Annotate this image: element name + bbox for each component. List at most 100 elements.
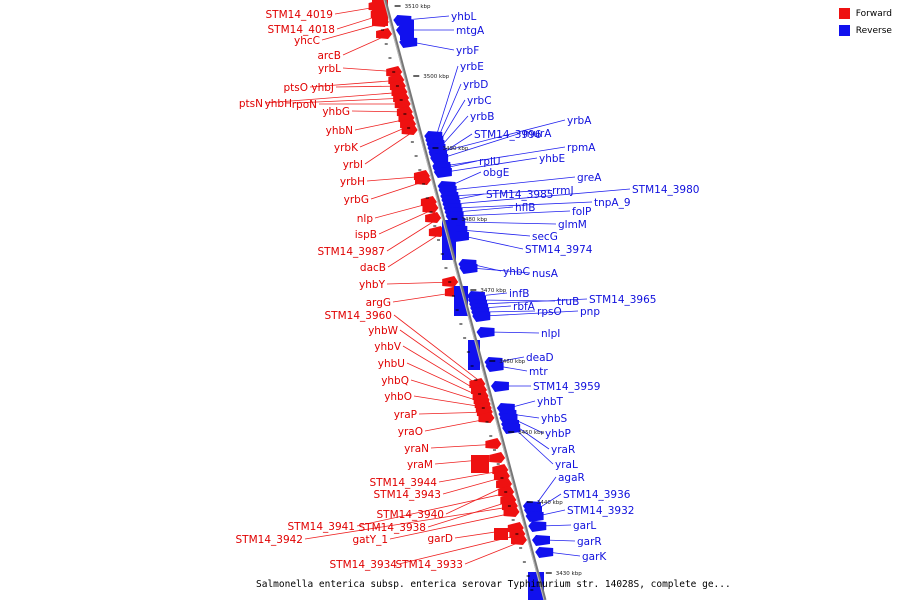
reverse-leader-line	[481, 298, 588, 305]
forward-gene-block	[415, 174, 431, 185]
forward-gene-label: argG	[366, 297, 391, 309]
reverse-gene-block	[528, 521, 547, 532]
forward-swatch	[838, 8, 850, 19]
forward-gene-label: yhbQ	[381, 375, 409, 387]
forward-gene-block	[503, 506, 520, 517]
reverse-gene-label: secG	[532, 231, 558, 243]
reverse-swatch	[838, 25, 850, 36]
reverse-gene-block	[532, 535, 550, 546]
reverse-gene-block	[485, 361, 504, 372]
forward-gene-label: STM14_3940	[377, 509, 444, 521]
reverse-gene-label: deaD	[526, 352, 554, 364]
reverse-leader-line	[436, 83, 462, 141]
reverse-gene-label: yraL	[555, 459, 578, 471]
reverse-gene-label: garL	[573, 520, 596, 532]
forward-gene-label: yhbW	[368, 325, 399, 337]
forward-gene-label: yraM	[407, 459, 433, 471]
genome-axis-highlight	[383, 0, 545, 600]
reverse-gene-label: rbfA	[513, 301, 536, 313]
reverse-gene-label: greA	[577, 172, 602, 184]
forward-gene-block	[511, 534, 527, 545]
reverse-leader-line	[484, 310, 579, 317]
forward-gene-label: yrbH	[340, 176, 365, 188]
reverse-leader-line	[534, 476, 557, 507]
forward-leader-line	[264, 91, 406, 104]
forward-gene-label: yhbV	[374, 341, 402, 353]
reverse-gene-label: yhbE	[539, 153, 565, 165]
reverse-gene-block	[476, 327, 495, 338]
reverse-gene-block	[472, 311, 491, 322]
reverse-gene-label: yrbE	[460, 61, 484, 73]
forward-gene-label: gatY_1	[352, 534, 388, 546]
forward-gene-label: arcB	[318, 50, 342, 62]
feature-marks	[368, 0, 554, 600]
scale-tick-label: 3440 kbp	[537, 500, 563, 506]
scale-tick-label: 3430 kbp	[556, 571, 582, 577]
reverse-gene-label: glmM	[558, 219, 587, 231]
forward-leader-line	[356, 491, 513, 527]
reverse-gene-block	[490, 381, 509, 392]
ticks: 3510 kbp 3500 kbp 3490 kbp 3480 kbp 3470 kbp…	[381, 4, 582, 591]
reverse-leader-line	[459, 221, 557, 225]
reverse-gene-label: garK	[582, 551, 607, 563]
forward-gene-label: STM14_3943	[374, 489, 441, 501]
reverse-leader-line	[454, 188, 631, 205]
reverse-leader-line	[452, 189, 551, 197]
forward-gene-label: yrbK	[334, 142, 359, 154]
forward-gene-label: nlp	[357, 213, 374, 225]
reverse-gene-label: rpmA	[567, 142, 596, 154]
scale-tick-label: 3500 kbp	[423, 74, 449, 80]
reverse-gene-block	[535, 547, 554, 558]
reverse-leader-line	[411, 41, 455, 51]
forward-gene-label: ptsO	[283, 82, 308, 94]
reverse-gene-label: STM14_3996	[474, 129, 542, 141]
forward-gene-label: yhbN	[326, 125, 353, 137]
forward-gene-label: STM14_3960	[325, 310, 392, 322]
reverse-leader-line	[456, 206, 514, 213]
forward-gene-label: yrbI	[343, 159, 363, 171]
reverse-gene-label: truB	[557, 296, 579, 308]
forward-gene-block	[493, 470, 510, 481]
forward-leader-line	[393, 314, 484, 385]
forward-gene-label: yraN	[404, 443, 429, 455]
forward-gene-label: yhbG	[322, 106, 350, 118]
genome-caption: Salmonella enterica subsp. enterica sero…	[256, 579, 731, 590]
reverse-leader-line	[457, 210, 571, 217]
reverse-gene-label: yrbD	[463, 79, 488, 91]
forward-gene-label: STM14_3934	[330, 559, 398, 571]
reverse-gene-label: hflB	[515, 202, 535, 214]
legend-reverse: Reverse	[838, 25, 892, 36]
leader-lines	[264, 5, 631, 565]
reverse-gene-label: murA	[523, 128, 552, 140]
scale-tick-label: 3450 kbp	[518, 430, 544, 436]
forward-gene-label: yhbY	[359, 279, 386, 291]
reverse-leader-line	[461, 229, 531, 237]
forward-gene-label: ispB	[355, 229, 377, 241]
reverse-gene-label: nlpI	[541, 328, 560, 340]
reverse-gene-label: folP	[572, 206, 591, 218]
forward-gene-block	[496, 478, 513, 489]
forward-gene-block	[425, 212, 442, 223]
reverse-gene-label: mtgA	[456, 25, 485, 37]
reverse-gene-label: rrmJ	[552, 185, 574, 197]
reverse-gene-label: STM14_3959	[533, 381, 600, 393]
reverse-gene-label: mtr	[529, 366, 548, 378]
reverse-leader-line	[435, 65, 459, 137]
forward-leader-line	[389, 511, 518, 540]
reverse-gene-label: STM14_3936	[563, 489, 631, 501]
reverse-gene-label: yhbS	[541, 413, 568, 425]
reverse-gene-label: yrbF	[456, 45, 479, 57]
reverse-leader-line	[405, 15, 450, 21]
reverse-gene-block	[459, 263, 478, 274]
forward-gene-block	[422, 202, 439, 213]
reverse-gene-label: agaR	[558, 472, 585, 484]
reverse-gene-label: yhbC	[503, 266, 530, 278]
forward-gene-block	[428, 226, 445, 237]
reverse-gene-label: infB	[509, 288, 529, 300]
forward-gene-block	[494, 528, 508, 540]
forward-gene-label: dacB	[360, 262, 386, 274]
reverse-leader-line	[450, 176, 576, 191]
scale-tick-label: 3460 kbp	[499, 359, 525, 365]
forward-leader-line	[386, 217, 440, 252]
